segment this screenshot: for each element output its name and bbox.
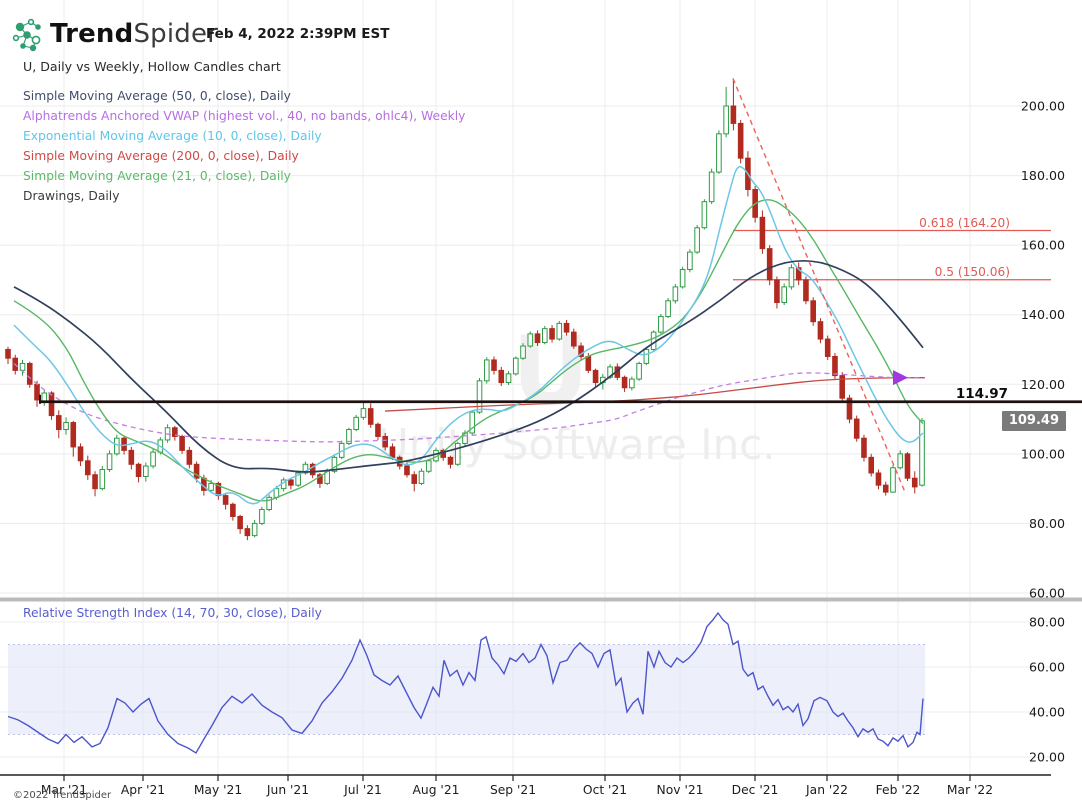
price-axis-label: 80.00: [1029, 516, 1065, 531]
x-axis-label: Jul '21: [343, 783, 382, 797]
x-axis-label: Nov '21: [657, 783, 704, 797]
svg-text:Unity Software Inc.: Unity Software Inc.: [378, 420, 776, 469]
drawings: [39, 78, 1082, 493]
x-axis-label: Sep '21: [490, 783, 536, 797]
price-axis-label: 100.00: [1021, 446, 1065, 461]
trendspider-logo-icon: [12, 18, 41, 52]
vwap-arrow-icon: [893, 370, 908, 386]
legend-item-sma50: Simple Moving Average (50, 0, close), Da…: [23, 89, 291, 103]
price-axis-label: 180.00: [1021, 168, 1065, 183]
rsi-band: [8, 644, 925, 735]
rsi-axis-label: 40.00: [1029, 705, 1065, 720]
x-axis: Mar '21 Apr '21 May '21 Jun '21 Jul '21 Aug '…: [0, 774, 1051, 797]
price-axis-label: 140.00: [1021, 307, 1065, 322]
brand-light: Spider: [133, 19, 219, 49]
header: TrendSpider Feb 4, 2022 2:39PM EST: [0, 0, 1082, 56]
x-axis-label: Dec '21: [732, 783, 779, 797]
last-price-badge: 109.49: [1001, 411, 1066, 431]
rsi-axis-label: 80.00: [1029, 615, 1065, 630]
copyright-text: ©2022 TrendSpider: [13, 790, 112, 801]
brand-bold: Trend: [50, 19, 134, 49]
chart-timestamp: Feb 4, 2022 2:39PM EST: [206, 26, 390, 42]
fib-lines: [733, 229, 1051, 281]
price-level-label: 114.97: [955, 386, 1008, 402]
x-axis-label: Aug '21: [413, 783, 460, 797]
price-axis-labels: 200.00 180.00 160.00 140.00 120.00 100.00 80.0…: [1021, 99, 1065, 601]
price-axis-label: 200.00: [1021, 99, 1065, 114]
overlay-vwap_weekly: [13, 362, 926, 443]
x-axis-label: Mar '21: [41, 783, 87, 797]
overlay-sma200: [384, 377, 926, 412]
legend-item-ema10: Exponential Moving Average (10, 0, close…: [23, 129, 322, 143]
overlay-sma50: [13, 259, 924, 473]
indicator-legend: Simple Moving Average (50, 0, close), Da…: [23, 86, 465, 206]
x-axis-label: Oct '21: [583, 783, 627, 797]
x-axis-label: Mar '22: [947, 783, 993, 797]
fib-level-label-50: 0.5 (150.06): [934, 265, 1010, 279]
x-axis-label: Feb '22: [876, 783, 921, 797]
price-axis-label: 60.00: [1029, 586, 1065, 601]
panel-separator: [0, 597, 1082, 602]
price-axis-label: 160.00: [1021, 238, 1065, 253]
legend-item-sma21: Simple Moving Average (21, 0, close), Da…: [23, 169, 291, 183]
x-axis-label: Jan '22: [805, 783, 848, 797]
fib-level-label-618: 0.618 (164.20): [919, 216, 1010, 230]
legend-item-vwap: Alphatrends Anchored VWAP (highest vol.,…: [23, 109, 466, 123]
rsi-axis-label: 60.00: [1029, 660, 1065, 675]
x-axis-label: May '21: [194, 783, 242, 797]
rsi-legend-label: Relative Strength Index (14, 70, 30, clo…: [23, 606, 322, 620]
x-axis-label: Apr '21: [121, 783, 165, 797]
price-axis-label: 120.00: [1021, 377, 1065, 392]
rsi-line: [7, 611, 924, 754]
brand-wordmark: TrendSpider: [50, 19, 218, 49]
x-axis-label: Jun '21: [266, 783, 309, 797]
overlay-ema10: [13, 165, 924, 505]
legend-item-sma200: Simple Moving Average (200, 0, close), D…: [23, 149, 299, 163]
chart-title: U, Daily vs Weekly, Hollow Candles chart: [23, 59, 281, 74]
rsi-axis-label: 20.00: [1029, 750, 1065, 765]
legend-item-drawings: Drawings, Daily: [23, 189, 120, 203]
candles: [5, 78, 925, 541]
rsi-axis-labels: 80.00 60.00 40.00 20.00: [1029, 615, 1065, 765]
